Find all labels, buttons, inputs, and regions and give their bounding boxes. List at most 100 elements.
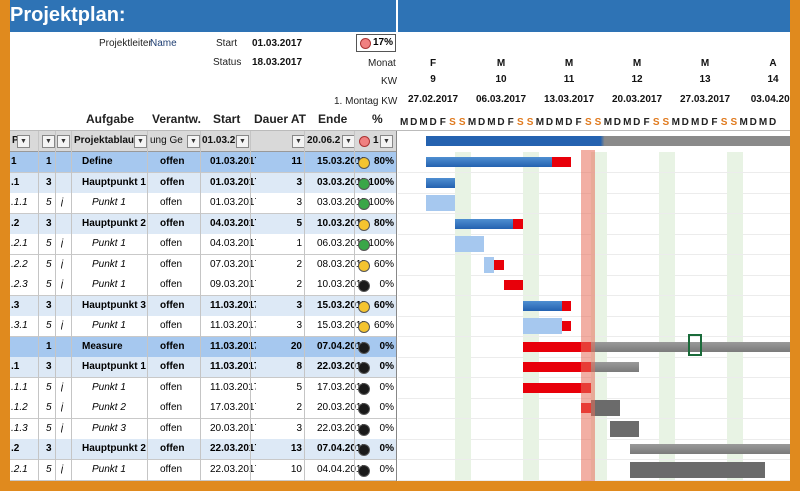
col-header-start: Start	[213, 112, 241, 126]
table-row[interactable]: .3.1 5 j Punkt 1 offen 11.03.2017 3 15.03.2017 6…	[10, 316, 396, 337]
overall-progress-value: 17%	[373, 37, 394, 48]
row-duration: 2	[296, 279, 302, 290]
weekend-cell	[727, 295, 743, 316]
gantt-chart: F 9 27.02.2017 M 10 06.03.2017 M 11 13.03.2017 M 1…	[398, 0, 790, 481]
kw-label: KW	[381, 76, 398, 87]
weekend-cell	[727, 418, 743, 439]
status-value[interactable]: 18.03.2017	[252, 57, 303, 68]
row-task-name: Hauptpunkt 1	[82, 176, 146, 188]
table-row[interactable]: .3 3 Hauptpunkt 3 offen 11.03.2017 3 15.03.201…	[10, 295, 396, 317]
timeline-kw: 13	[699, 74, 711, 85]
row-level: 5	[46, 320, 52, 331]
measure-bar	[590, 341, 790, 352]
punkt-bar	[484, 256, 494, 273]
status-green-icon	[358, 239, 370, 251]
row-task-name: Punkt 1	[92, 238, 126, 249]
col-header-pct: %	[372, 112, 383, 126]
row-percent: 0%	[379, 381, 394, 393]
table-row[interactable]: .2.3 5 j Punkt 1 offen 09.03.2017 2 10.03.2017 0…	[10, 275, 396, 296]
row-level: 3	[46, 299, 52, 311]
filter-dropdown-verantw[interactable]: ▼	[187, 135, 200, 148]
table-row[interactable]: .2.2 5 j Punkt 1 offen 07.03.2017 2 08.03.2017 6…	[10, 254, 396, 276]
row-end: 08.03.2017	[317, 258, 365, 270]
day-label: M	[535, 117, 545, 128]
weekend-cell	[455, 336, 471, 357]
table-row[interactable]: .1 3 Hauptpunkt 1 offen 11.03.2017 8 22.03.201…	[10, 357, 396, 378]
row-owner: offen	[160, 197, 183, 208]
weekend-cell	[523, 213, 539, 234]
grid-line	[200, 131, 201, 481]
table-row[interactable]: 1 1 Define offen 01.03.2017 11 15.03.2017 80%	[10, 152, 396, 173]
timeline-divider	[398, 130, 790, 131]
col-header-aufgabe: Aufgabe	[86, 112, 134, 126]
row-end: 10.03.2017	[317, 217, 365, 229]
projektleiter-value[interactable]: Name	[150, 38, 177, 49]
filter-dropdown-level[interactable]: ▼	[42, 135, 55, 148]
weekend-cell	[659, 275, 675, 295]
row-percent: 100%	[368, 197, 394, 208]
row-end: 07.04.2017	[317, 443, 365, 454]
weekend-cell	[727, 172, 743, 193]
day-label: F	[575, 117, 582, 128]
selected-cell-cursor[interactable]	[688, 334, 702, 356]
row-start: 01.03.2017	[210, 176, 256, 188]
weekend-cell	[591, 295, 607, 316]
table-row[interactable]: .2 3 Hauptpunkt 2 offen 04.03.2017 5 10.03.201…	[10, 213, 396, 235]
row-end: 15.03.2017	[317, 299, 365, 311]
filter-dropdown-dauer[interactable]: ▼	[292, 135, 305, 148]
day-label: S	[526, 117, 534, 128]
weekend-cell	[455, 295, 471, 316]
filter-cell-start: 01.03.2	[202, 135, 236, 146]
status-yellow-icon	[358, 157, 370, 169]
row-end: 15.03.2017	[317, 320, 365, 331]
table-row[interactable]: .1.3 5 j Punkt 3 offen 20.03.2017 3 22.03.2017 0…	[10, 418, 396, 440]
row-level: 3	[46, 217, 52, 229]
row-duration: 3	[296, 320, 302, 331]
filter-dropdown-k[interactable]: ▼	[57, 135, 70, 148]
table-row[interactable]: .2.1 5 j Punkt 1 offen 04.03.2017 1 06.03.2017 1…	[10, 234, 396, 255]
row-task-name: Punkt 1	[92, 197, 126, 208]
row-level: 1	[46, 340, 52, 352]
filter-dropdown-id[interactable]: ▼	[17, 135, 30, 148]
table-row[interactable]: 1 Measure offen 11.03.2017 20 07.04.2017 0%	[10, 336, 396, 358]
table-row[interactable]: .2 3 Hauptpunkt 2 offen 22.03.2017 13 07.04.20…	[10, 439, 396, 460]
day-label: F	[507, 117, 514, 128]
row-owner: offen	[160, 238, 183, 249]
col-header-ende: Ende	[318, 112, 348, 126]
table-row[interactable]: .2.1 5 j Punkt 1 offen 22.03.2017 10 04.04.2017…	[10, 459, 396, 481]
row-start: 11.03.2017	[210, 381, 256, 393]
hp1-bar	[590, 362, 640, 372]
weekend-cell	[727, 193, 743, 213]
filter-dropdown-aufgabe[interactable]: ▼	[134, 135, 147, 148]
filter-dropdown-start[interactable]: ▼	[236, 135, 249, 148]
table-row[interactable]: .1.2 5 j Punkt 2 offen 17.03.2017 2 20.03.2017 0…	[10, 398, 396, 419]
day-label: M	[419, 117, 428, 128]
weekend-cell	[591, 152, 607, 172]
row-id: 1	[11, 156, 17, 167]
table-row[interactable]: .1.1 5 j Punkt 1 offen 01.03.2017 3 03.03.2017 1…	[10, 193, 396, 214]
day-label: S	[730, 117, 738, 128]
weekend-cell	[727, 377, 743, 398]
start-value[interactable]: 01.03.2017	[252, 38, 303, 49]
weekend-cell	[659, 234, 675, 254]
define-bar	[426, 157, 553, 167]
punkt-overdue-bar	[493, 259, 504, 270]
row-percent: 0%	[379, 402, 394, 413]
status-green-icon	[358, 198, 370, 210]
day-label: D	[565, 117, 573, 128]
day-label: F	[643, 117, 650, 128]
day-label: S	[449, 117, 456, 128]
row-start: 07.03.2017	[210, 258, 256, 270]
table-row[interactable]: .1 3 Hauptpunkt 1 offen 01.03.2017 3 03.03.201…	[10, 172, 396, 194]
row-level: 5	[46, 258, 52, 270]
table-row[interactable]: .1.1 5 j Punkt 1 offen 11.03.2017 5 17.03.2017 0…	[10, 377, 396, 399]
weekend-cell	[659, 398, 675, 418]
row-task-name: Hauptpunkt 1	[82, 361, 146, 372]
day-label: F	[711, 117, 718, 128]
weekend-cell	[523, 193, 539, 213]
day-label: S	[720, 117, 728, 128]
weekend-cell	[455, 254, 471, 275]
row-start: 20.03.2017	[210, 422, 256, 434]
weekend-cell	[591, 193, 607, 213]
filter-dropdown-pct[interactable]: ▼	[380, 135, 393, 148]
